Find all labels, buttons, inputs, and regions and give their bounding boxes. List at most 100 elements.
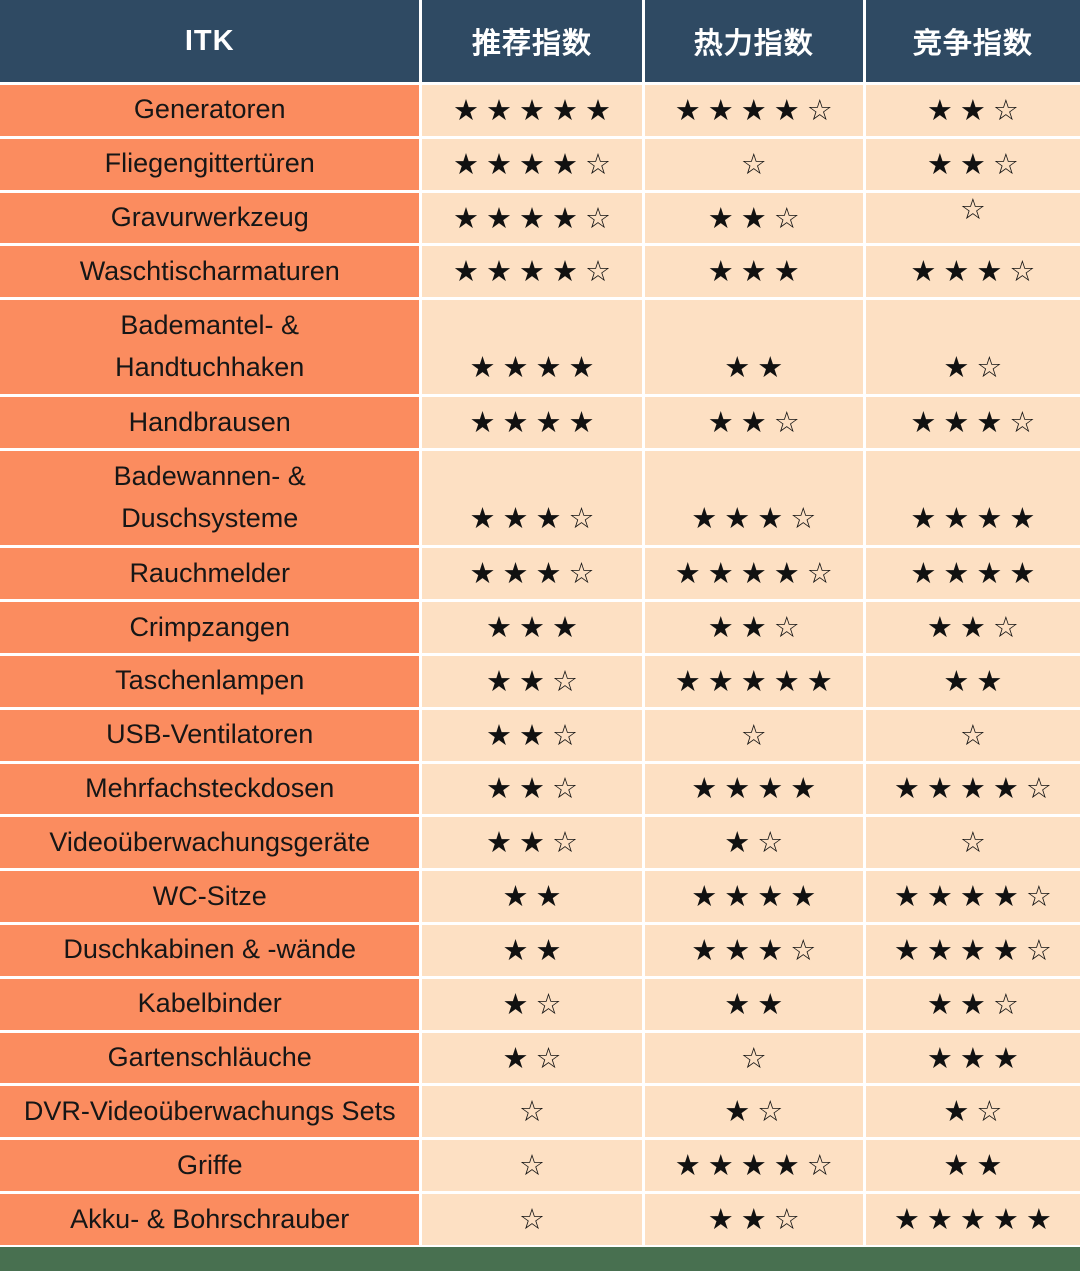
table-row: Mehrfachsteckdosen ★★☆ ★★★★ ★★★★☆ — [0, 763, 1080, 815]
category-cell: Mehrfachsteckdosen — [0, 763, 420, 815]
star-rating: ★★☆ — [926, 609, 1026, 644]
competition-star-cell: ★★★★☆ — [865, 925, 1080, 976]
star-rating: ★★★☆ — [910, 405, 1043, 440]
category-label: Gartenschläuche — [107, 1042, 312, 1073]
table-row: Gartenschläuche ★☆ ☆ ★★★ — [0, 1032, 1080, 1084]
star-rating: ★★★★ — [469, 350, 602, 385]
star-rating: ★☆ — [502, 1040, 569, 1075]
category-label: Mehrfachsteckdosen — [85, 773, 335, 803]
category-label: Generatoren — [133, 94, 286, 125]
competition-star-cell: ★★☆ — [865, 85, 1080, 136]
star-rating: ☆ — [959, 191, 993, 226]
heat-star-cell: ★★★★☆ — [644, 85, 863, 136]
heat-star-cell: ★☆ — [644, 817, 863, 869]
recommend-star-cell: ★★★★☆ — [422, 246, 642, 298]
star-rating: ★★ — [943, 1148, 1010, 1183]
category-label: Handbrausen — [128, 406, 291, 437]
star-rating: ★★★★☆ — [893, 771, 1059, 806]
star-rating: ★★★ — [707, 254, 807, 289]
heat-star-cell: ★★☆ — [644, 192, 863, 244]
competition-star-cell: ★★★★☆ — [865, 871, 1080, 922]
star-rating: ☆ — [519, 1148, 553, 1183]
star-rating: ★★☆ — [707, 405, 807, 440]
table-row: Rauchmelder ★★★☆ ★★★★☆ ★★★★ — [0, 548, 1080, 600]
star-rating: ★☆ — [724, 825, 791, 860]
heat-star-cell: ☆ — [644, 1032, 863, 1084]
star-rating: ★☆ — [943, 1094, 1010, 1129]
recommend-star-cell: ★★★☆ — [422, 451, 642, 546]
category-label: Kabelbinder — [137, 988, 282, 1019]
category-cell: Crimpzangen — [0, 602, 420, 653]
category-cell: Handbrausen — [0, 397, 420, 449]
star-rating: ★★☆ — [926, 986, 1026, 1021]
star-rating: ☆ — [740, 1040, 774, 1075]
competition-star-cell: ★★★☆ — [865, 397, 1080, 449]
table-row: Akku- & Bohrschrauber ☆ ★★☆ ★★★★★ — [0, 1194, 1080, 1245]
heat-star-cell: ★★☆ — [644, 1194, 863, 1245]
star-rating: ★★★★☆ — [893, 879, 1059, 914]
star-rating: ★★★★☆ — [453, 146, 619, 181]
table-row: Kabelbinder ★☆ ★★ ★★☆ — [0, 978, 1080, 1030]
star-rating: ★★★☆ — [691, 501, 824, 536]
table-row: USB-Ventilatoren ★★☆ ☆ ☆ — [0, 709, 1080, 761]
star-rating: ★★★★ — [910, 501, 1043, 536]
category-cell: Rauchmelder — [0, 548, 420, 600]
competition-star-cell: ☆ — [865, 191, 1080, 244]
star-rating: ★★★ — [486, 609, 586, 644]
star-rating: ★★☆ — [926, 92, 1026, 127]
category-label: USB-Ventilatoren — [106, 719, 314, 750]
star-rating: ★★★ — [926, 1040, 1026, 1075]
category-label: Gravurwerkzeug — [110, 202, 309, 233]
footer-bar — [0, 1247, 1080, 1271]
heat-star-cell: ★★ — [644, 978, 863, 1030]
star-rating: ★★★★ — [691, 879, 824, 914]
table-row: WC-Sitze ★★ ★★★★ ★★★★☆ — [0, 871, 1080, 922]
competition-star-cell: ★★ — [865, 1140, 1080, 1192]
table-row: Waschtischarmaturen ★★★★☆ ★★★ ★★★☆ — [0, 246, 1080, 298]
header-heat-index: 热力指数 — [644, 0, 863, 82]
table-row: DVR-Videoüberwachungs Sets ☆ ★☆ ★☆ — [0, 1086, 1080, 1138]
star-rating: ★★☆ — [707, 200, 807, 235]
competition-star-cell: ★★☆ — [865, 978, 1080, 1030]
heat-star-cell: ★★★★ — [644, 871, 863, 922]
heat-star-cell: ★★★★☆ — [644, 1140, 863, 1192]
star-rating: ☆ — [959, 825, 993, 860]
star-rating: ★★☆ — [707, 1202, 807, 1237]
table-row: Bademantel- & Handtuchhaken ★★★★ ★★ ★☆ — [0, 300, 1080, 395]
category-label: Videoüberwachungsgeräte — [49, 826, 371, 857]
star-rating: ★★☆ — [926, 146, 1026, 181]
competition-star-cell: ★☆ — [865, 300, 1080, 395]
star-rating: ★★☆ — [486, 825, 586, 860]
category-label: Duschkabinen & -wände — [63, 934, 357, 965]
star-rating: ★★★★☆ — [674, 556, 840, 591]
competition-star-cell: ★★★★★ — [865, 1194, 1080, 1245]
category-cell: Duschkabinen & -wände — [0, 925, 420, 976]
star-rating: ★☆ — [943, 350, 1010, 385]
star-rating: ★★ — [502, 879, 569, 914]
recommend-star-cell: ★★☆ — [422, 763, 642, 815]
competition-star-cell: ★★★☆ — [865, 246, 1080, 298]
star-rating: ★★★★☆ — [674, 1148, 840, 1183]
recommend-star-cell: ☆ — [422, 1194, 642, 1245]
table-row: Gravurwerkzeug ★★★★☆ ★★☆ ☆ — [0, 191, 1080, 244]
heat-star-cell: ★★★☆ — [644, 925, 863, 976]
star-rating: ★★★★☆ — [453, 200, 619, 235]
star-rating: ★★ — [724, 986, 791, 1021]
recommend-star-cell: ★★☆ — [422, 709, 642, 761]
category-cell: Gartenschläuche — [0, 1032, 420, 1084]
star-rating: ★★☆ — [486, 663, 586, 698]
category-cell: WC-Sitze — [0, 871, 420, 922]
category-cell: Generatoren — [0, 85, 420, 136]
competition-star-cell: ★☆ — [865, 1086, 1080, 1138]
recommend-star-cell: ★★☆ — [422, 817, 642, 869]
heat-star-cell: ☆ — [644, 709, 863, 761]
star-rating: ★★☆ — [486, 771, 586, 806]
competition-star-cell: ★★★ — [865, 1032, 1080, 1084]
recommend-star-cell: ★★★ — [422, 602, 642, 653]
category-label: DVR-Videoüberwachungs Sets — [23, 1095, 396, 1126]
category-label: Waschtischarmaturen — [79, 255, 340, 286]
competition-star-cell: ★★☆ — [865, 138, 1080, 190]
category-cell: Griffe — [0, 1140, 420, 1192]
competition-star-cell: ☆ — [865, 817, 1080, 869]
